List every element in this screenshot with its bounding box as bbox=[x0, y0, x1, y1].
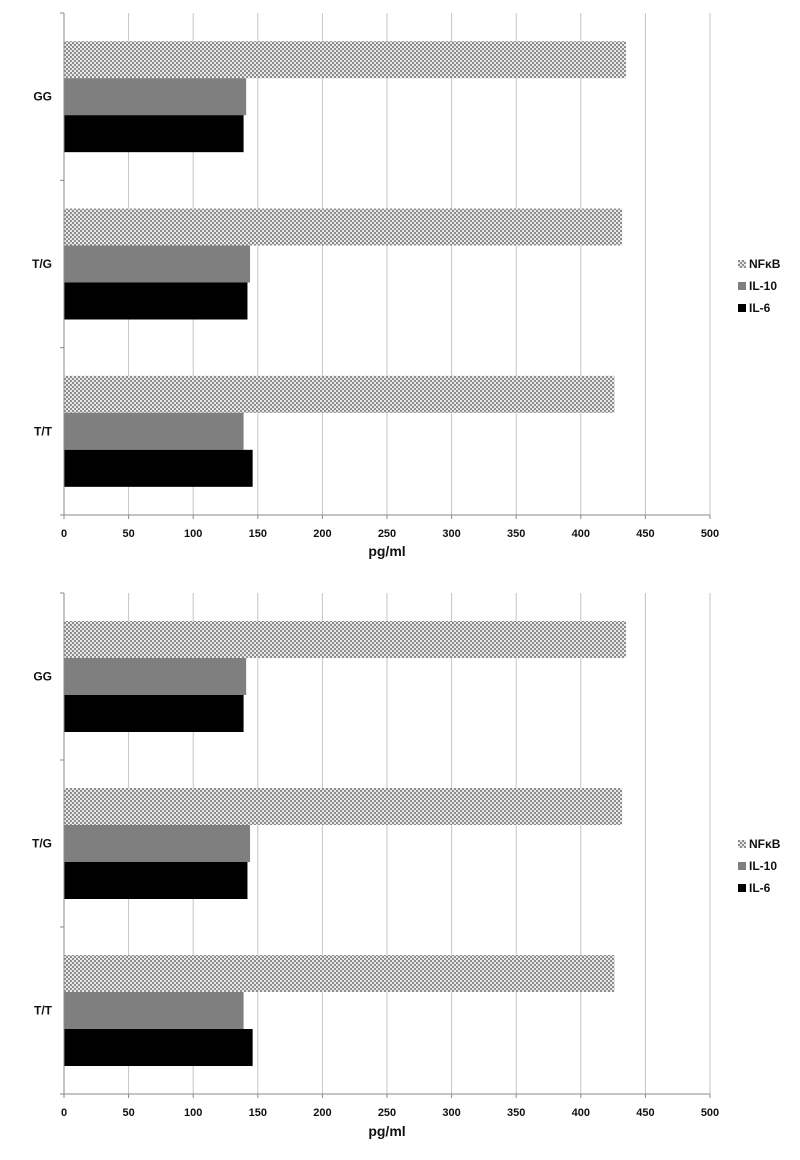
legend-swatch bbox=[738, 260, 746, 268]
category-label: GG bbox=[33, 670, 52, 684]
category-label: T/T bbox=[34, 424, 53, 438]
x-tick-label-150: 150 bbox=[249, 1107, 267, 1119]
legend-swatch bbox=[738, 304, 746, 312]
x-tick-label-250: 250 bbox=[378, 528, 396, 540]
x-axis-title: pg/ml bbox=[368, 1123, 405, 1139]
x-tick-label-450: 450 bbox=[636, 528, 654, 540]
category-label: T/T bbox=[34, 1004, 53, 1018]
bar-il-6-t-g bbox=[64, 282, 248, 320]
legend-label: IL-6 bbox=[749, 881, 771, 895]
legend: NFκB IL-10 IL-6 bbox=[738, 837, 781, 895]
x-tick-label-400: 400 bbox=[572, 528, 590, 540]
bar-il-10-gg bbox=[64, 78, 247, 116]
category-label: T/G bbox=[32, 257, 52, 271]
bar-nf-b-t-t bbox=[64, 375, 615, 413]
x-tick-label-300: 300 bbox=[442, 528, 460, 540]
chart-top: 0 50 100 150 200 250 300 350 400 450 500 GGT/GT/T … bbox=[32, 12, 781, 559]
bar-nf-b-gg bbox=[64, 621, 627, 658]
bar-nf-b-t-g bbox=[64, 788, 623, 825]
bar-il-10-t-g bbox=[64, 245, 251, 283]
x-tick-label-100: 100 bbox=[184, 528, 202, 540]
bar-il-10-t-t bbox=[64, 412, 244, 450]
x-tick-label-450: 450 bbox=[636, 1107, 654, 1119]
x-tick-labels: 0 50 100 150 200 250 300 350 400 450 500 bbox=[61, 1094, 719, 1119]
x-tick-label-50: 50 bbox=[122, 528, 134, 540]
category-label: GG bbox=[33, 90, 52, 104]
x-tick-label-400: 400 bbox=[572, 1107, 590, 1119]
bar-il-6-t-t bbox=[64, 449, 253, 487]
x-tick-label-0: 0 bbox=[61, 528, 67, 540]
legend-label: IL-6 bbox=[749, 301, 771, 315]
legend-swatch bbox=[738, 840, 746, 848]
y-axis-ticks bbox=[60, 12, 64, 516]
x-tick-label-0: 0 bbox=[61, 1107, 67, 1119]
legend-label: NFκB bbox=[749, 257, 781, 271]
legend-label: IL-10 bbox=[749, 859, 777, 873]
x-tick-label-100: 100 bbox=[184, 1107, 202, 1119]
x-tick-label-350: 350 bbox=[507, 528, 525, 540]
category-label: T/G bbox=[32, 837, 52, 851]
legend-label: IL-10 bbox=[749, 279, 777, 293]
bar-il-6-t-g bbox=[64, 862, 248, 899]
bar-nf-b-t-g bbox=[64, 208, 623, 246]
x-axis-title: pg/ml bbox=[368, 543, 405, 559]
legend-swatch bbox=[738, 282, 746, 290]
bar-il-10-t-g bbox=[64, 825, 251, 862]
x-tick-label-350: 350 bbox=[507, 1107, 525, 1119]
bar-il-10-t-t bbox=[64, 992, 244, 1029]
x-tick-label-500: 500 bbox=[701, 1107, 719, 1119]
x-tick-label-300: 300 bbox=[442, 1107, 460, 1119]
x-tick-label-250: 250 bbox=[378, 1107, 396, 1119]
bars bbox=[64, 41, 627, 487]
bars bbox=[64, 621, 627, 1066]
bar-il-6-gg bbox=[64, 115, 244, 153]
bar-nf-b-t-t bbox=[64, 955, 615, 992]
category-labels: GG T/G T/T bbox=[32, 670, 53, 1018]
legend-swatch bbox=[738, 862, 746, 870]
bar-il-6-gg bbox=[64, 695, 244, 732]
legend: NFκB IL-10 IL-6 bbox=[738, 257, 781, 315]
y-axis-ticks bbox=[60, 592, 64, 1095]
x-tick-label-200: 200 bbox=[313, 1107, 331, 1119]
legend-swatch bbox=[738, 884, 746, 892]
bar-nf-b-gg bbox=[64, 41, 627, 79]
x-tick-label-150: 150 bbox=[249, 528, 267, 540]
bar-il-10-gg bbox=[64, 658, 247, 695]
x-tick-labels: 0 50 100 150 200 250 300 350 400 450 500 bbox=[61, 515, 719, 540]
bar-il-6-t-t bbox=[64, 1029, 253, 1066]
legend-label: NFκB bbox=[749, 837, 781, 851]
x-tick-label-500: 500 bbox=[701, 528, 719, 540]
category-labels: GG T/G T/T bbox=[32, 90, 53, 439]
x-tick-label-200: 200 bbox=[313, 528, 331, 540]
chart-bottom: 0 50 100 150 200 250 300 350 400 450 500 GGT/GT/T … bbox=[32, 592, 781, 1139]
x-tick-label-50: 50 bbox=[122, 1107, 134, 1119]
